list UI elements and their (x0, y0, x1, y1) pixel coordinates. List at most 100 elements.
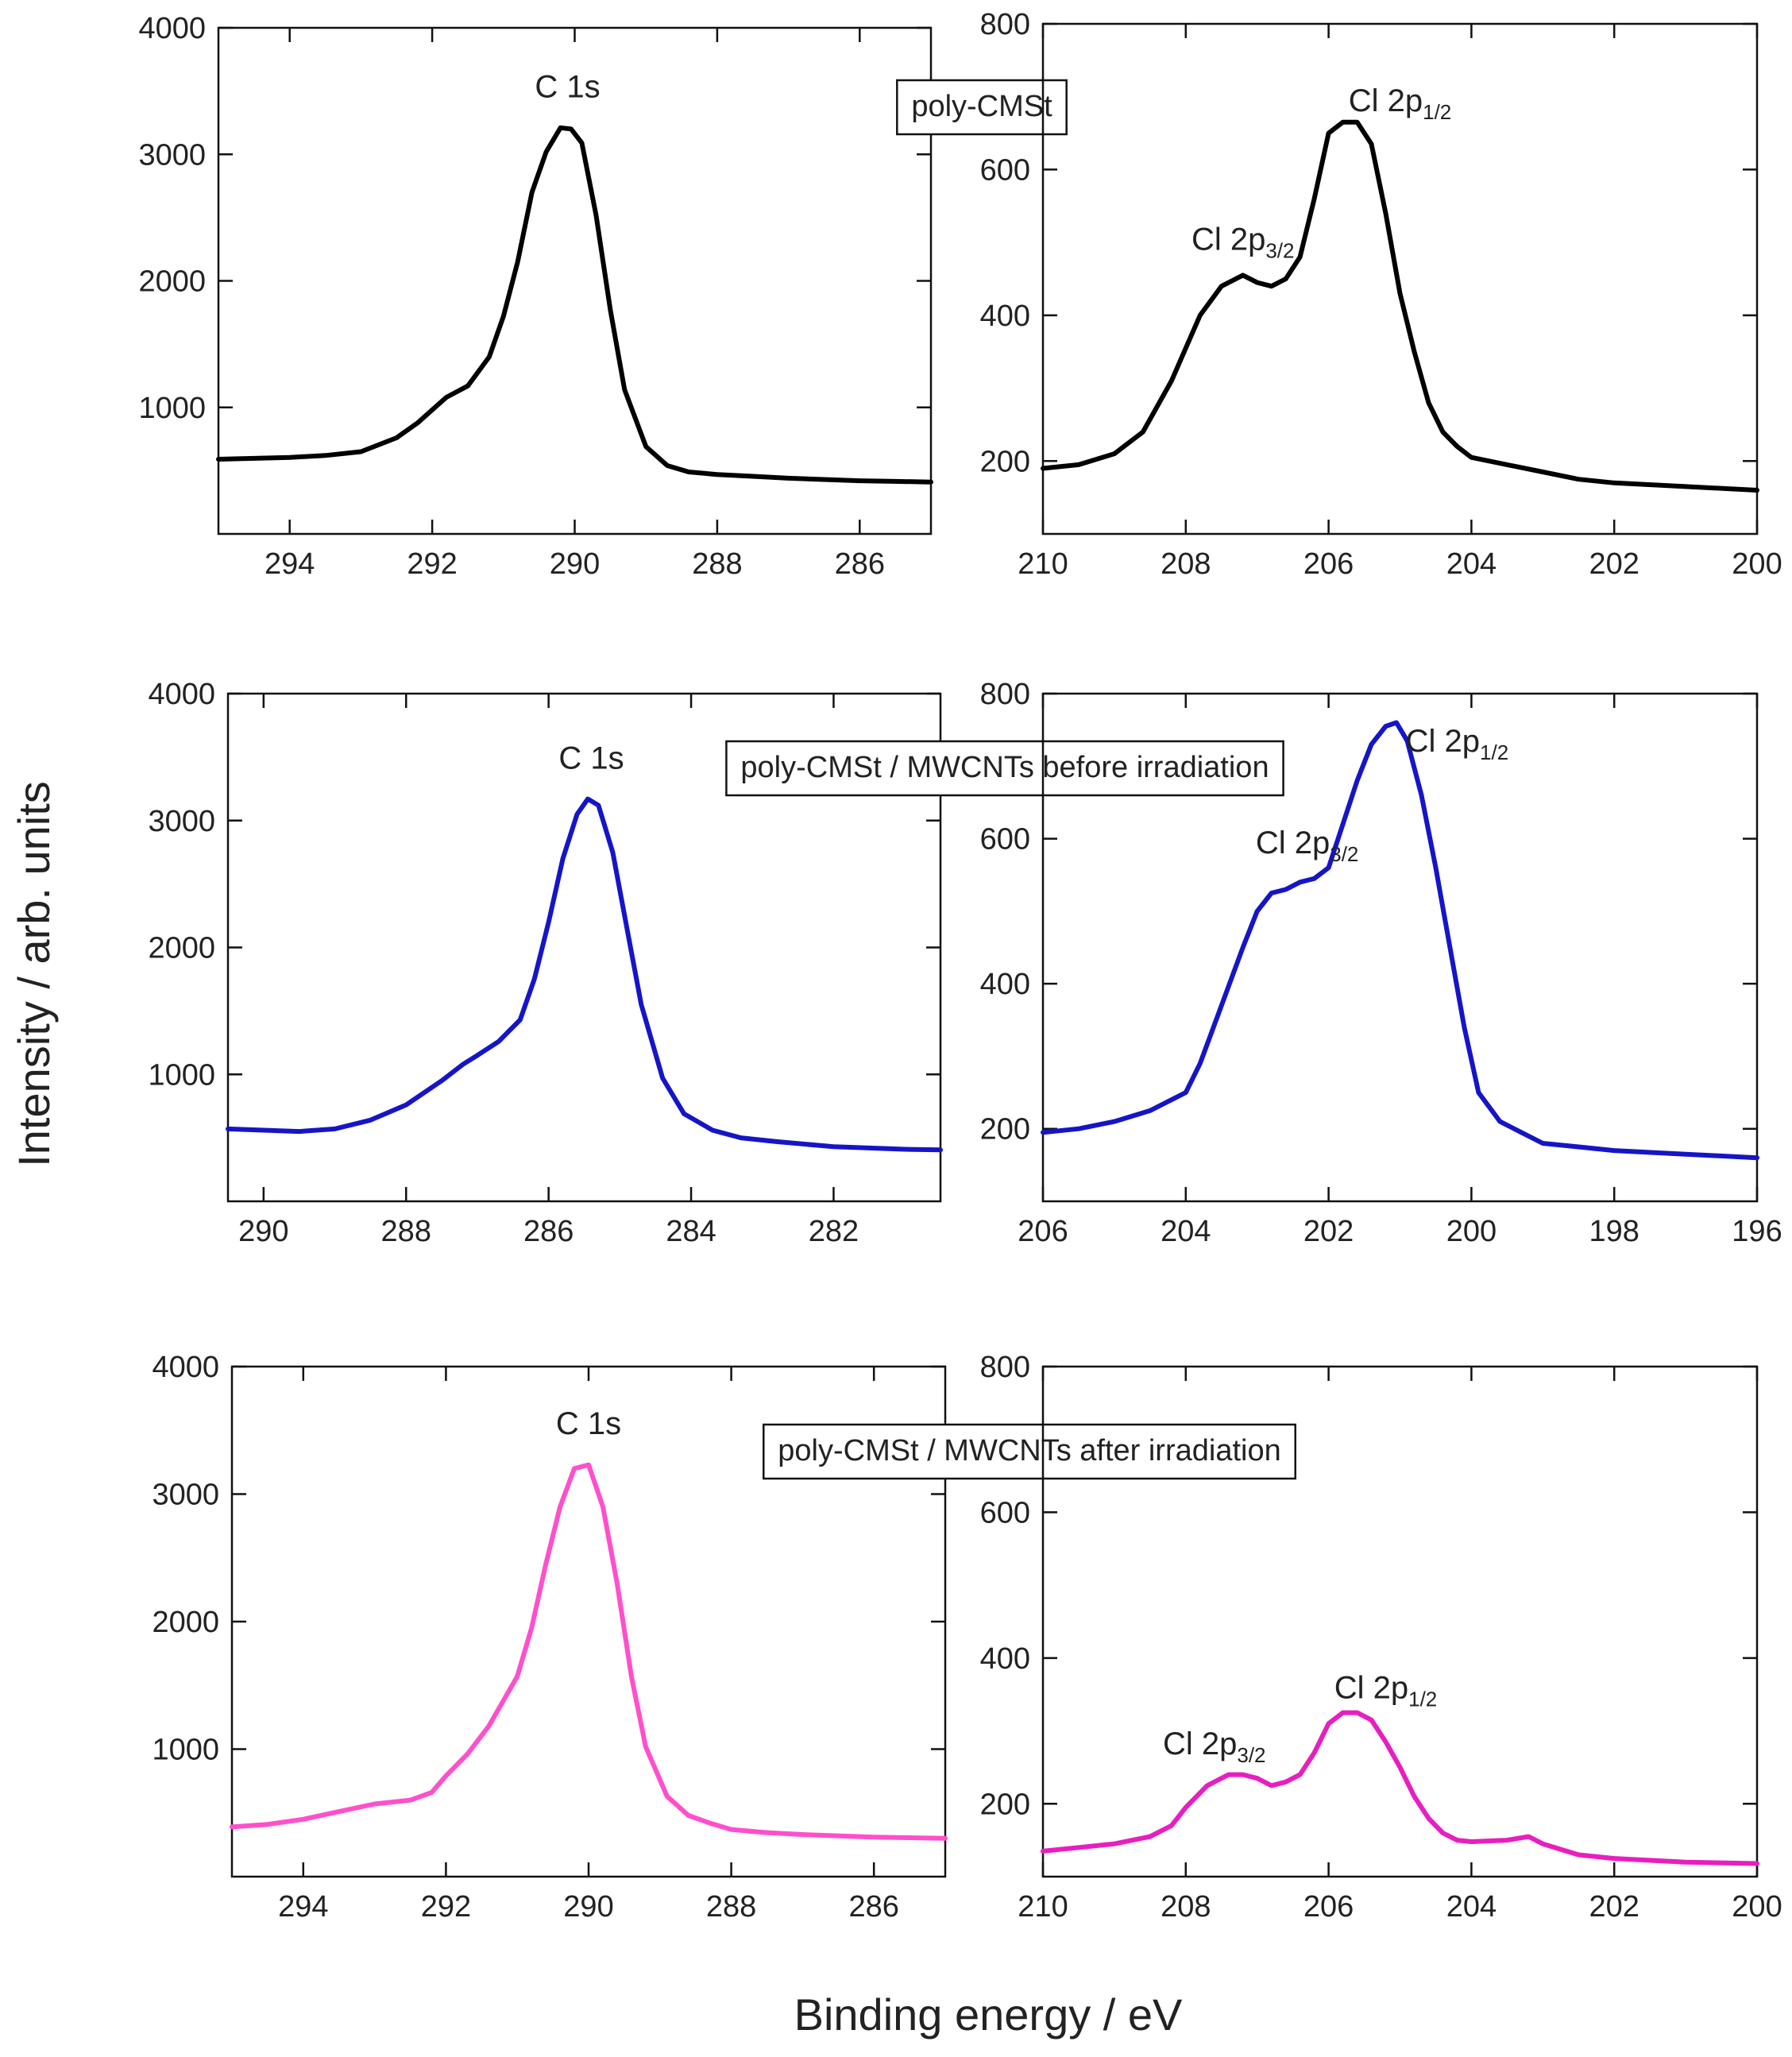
x-tick-label: 286 (523, 1215, 574, 1248)
peak-label-text: Cl 2p (1191, 222, 1265, 257)
x-tick-label: 200 (1446, 1215, 1497, 1248)
y-tick-label: 800 (980, 678, 1030, 711)
peak-label-text: Cl 2p (1256, 826, 1330, 860)
x-tick-label: 206 (1303, 1890, 1354, 1924)
sample-label-frame (725, 740, 1284, 797)
x-tick-label: 210 (1018, 547, 1068, 581)
peak-label-subscript: 3/2 (1330, 842, 1358, 866)
sample-label-box: poly-CMSt / MWCNTs before irradiation (725, 740, 1284, 797)
series-line (1041, 720, 1759, 1161)
series-line (230, 1462, 948, 1841)
x-tick-label: 206 (1303, 547, 1354, 581)
x-tick-label: 288 (692, 547, 742, 581)
x-tick-label: 200 (1732, 1890, 1782, 1924)
x-tick-label: 290 (238, 1215, 288, 1248)
y-tick-label: 800 (980, 1351, 1030, 1384)
y-tick-label: 2000 (152, 1606, 219, 1639)
peak-label-text: C 1s (556, 1406, 621, 1441)
y-tick-label: 2000 (138, 265, 206, 299)
x-tick-label: 202 (1303, 1215, 1354, 1248)
sample-label: poly-CMSt / MWCNTs after irradiation (778, 1434, 1280, 1467)
x-tick-label: 204 (1446, 547, 1497, 581)
y-tick-label: 200 (980, 1788, 1030, 1821)
sample-label-frame (896, 79, 1068, 136)
y-tick-label: 400 (980, 1642, 1030, 1676)
peak-label: Cl 2p1/2 (1349, 83, 1452, 124)
x-tick-label: 292 (421, 1890, 471, 1924)
series-line (226, 796, 943, 1153)
x-tick-label: 294 (278, 1890, 328, 1924)
panel-3-c1s: 294 292 290 288 286 1000 2000 3000 4000 C 1s (152, 1351, 948, 1924)
y-tick-label: 600 (980, 823, 1030, 856)
plot-frame (1041, 1365, 1759, 1878)
y-tick-label: 1000 (152, 1734, 219, 1767)
x-tick-label: 286 (848, 1890, 898, 1924)
x-tick-label: 208 (1161, 1890, 1211, 1924)
x-tick-label: 290 (563, 1890, 613, 1924)
x-tick-label: 204 (1446, 1890, 1497, 1924)
peak-label-subscript: 3/2 (1265, 238, 1294, 262)
peak-label-text: Cl 2p (1349, 83, 1423, 118)
peak-label: Cl 2p3/2 (1163, 1726, 1266, 1767)
y-tick-label: 800 (980, 8, 1030, 41)
sample-label: poly-CMSt (911, 90, 1052, 123)
peak-label-subscript: 1/2 (1423, 100, 1451, 124)
y-tick-label: 4000 (152, 1351, 219, 1384)
peak-label: C 1s (558, 740, 624, 775)
x-tick-label: 290 (550, 547, 600, 581)
x-tick-label: 288 (381, 1215, 431, 1248)
y-tick-label: 400 (980, 300, 1030, 333)
peak-label-subscript: 1/2 (1480, 740, 1508, 764)
x-axis-title: Binding energy / eV (794, 1989, 1183, 2040)
y-tick-label: 3000 (138, 138, 206, 172)
sample-label: poly-CMSt / MWCNTs before irradiation (740, 751, 1269, 784)
peak-label-text: Cl 2p (1334, 1670, 1408, 1705)
y-tick-label: 600 (980, 153, 1030, 187)
panel-2-c1s: 290 288 286 284 282 1000 2000 3000 4000 C 1s (148, 678, 943, 1248)
x-tick-label: 202 (1589, 547, 1639, 581)
y-tick-label: 2000 (148, 932, 215, 965)
x-tick-label: 208 (1161, 547, 1211, 581)
x-tick-label: 196 (1732, 1215, 1782, 1248)
peak-label: Cl 2p1/2 (1334, 1670, 1438, 1711)
sample-label-box: poly-CMSt (896, 79, 1068, 136)
peak-label-subscript: 3/2 (1237, 1743, 1265, 1767)
x-tick-label: 284 (666, 1215, 716, 1248)
x-tick-label: 288 (706, 1890, 756, 1924)
y-tick-label: 3000 (148, 805, 215, 838)
peak-label-text: Cl 2p (1163, 1726, 1237, 1761)
peak-label: C 1s (535, 70, 600, 105)
y-tick-label: 1000 (148, 1058, 215, 1092)
y-tick-label: 200 (980, 1113, 1030, 1146)
series-line (1041, 119, 1759, 493)
x-tick-label: 282 (809, 1215, 859, 1248)
y-tick-label: 4000 (148, 678, 215, 711)
peak-label-text: Cl 2p (1406, 724, 1480, 759)
sample-label-frame (763, 1423, 1296, 1480)
peak-label: Cl 2p1/2 (1406, 724, 1509, 764)
x-tick-label: 206 (1018, 1215, 1068, 1248)
peak-label: Cl 2p3/2 (1256, 826, 1359, 866)
peak-label: Cl 2p3/2 (1191, 222, 1295, 262)
series-line (216, 125, 933, 485)
x-tick-label: 204 (1161, 1215, 1211, 1248)
plot-frame (1041, 692, 1759, 1203)
peak-label-text: C 1s (535, 70, 600, 105)
y-tick-label: 400 (980, 968, 1030, 1001)
x-tick-label: 294 (265, 547, 315, 581)
x-tick-label: 292 (407, 547, 457, 581)
x-tick-label: 202 (1589, 1890, 1639, 1924)
x-tick-label: 200 (1732, 547, 1782, 581)
y-tick-label: 600 (980, 1496, 1030, 1529)
x-tick-label: 210 (1018, 1890, 1068, 1924)
peak-label-subscript: 1/2 (1408, 1687, 1437, 1711)
sample-label-box: poly-CMSt / MWCNTs after irradiation (763, 1423, 1296, 1480)
y-tick-label: 4000 (138, 12, 206, 45)
panels: 294 292 290 288 286 1000 2000 3000 4000 C 1s poly-… (138, 8, 1782, 1924)
panel-1-c1s: 294 292 290 288 286 1000 2000 3000 4000 C 1s (138, 12, 933, 581)
plot-frame (1041, 22, 1759, 536)
